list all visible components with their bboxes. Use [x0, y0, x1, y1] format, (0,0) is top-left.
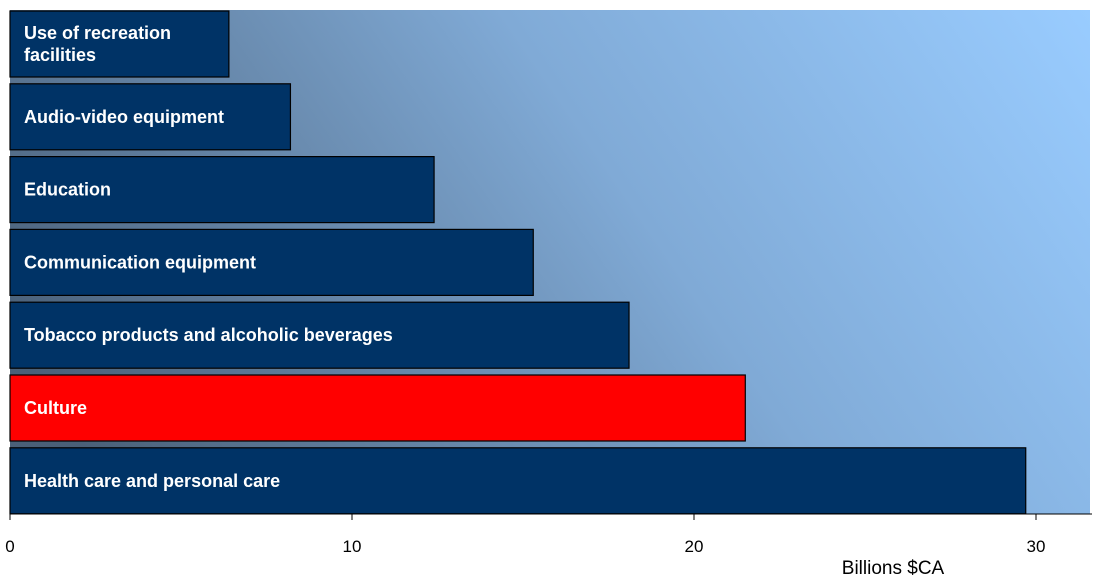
x-tick-label: 30	[1027, 537, 1046, 556]
bar-category-label: Education	[24, 180, 111, 200]
bar-group: Audio-video equipment	[9, 83, 292, 151]
bar	[9, 156, 435, 224]
bar-group: Tobacco products and alcoholic beverages	[9, 301, 630, 369]
bar	[9, 301, 630, 369]
x-tick-label: 0	[5, 537, 14, 556]
bar-highlight	[9, 374, 746, 442]
bar-category-label: Tobacco products and alcoholic beverages	[24, 325, 393, 345]
bar-category-label: Audio-video equipment	[24, 107, 224, 127]
bar-category-label: Communication equipment	[24, 252, 256, 272]
bar-group: Communication equipment	[9, 228, 534, 296]
bar-group: Use of recreation facilities	[9, 10, 230, 78]
bar	[9, 10, 230, 78]
bar	[9, 228, 534, 296]
bar-category-label: Health care and personal care	[24, 471, 280, 491]
bar-category-label: Use of recreation facilities	[24, 23, 171, 65]
x-tick-label: 10	[343, 537, 362, 556]
bar	[9, 83, 292, 151]
bar-category-label: Culture	[24, 398, 87, 418]
bar-group: Culture	[9, 374, 746, 442]
bar	[9, 447, 1027, 515]
bar-group: Health care and personal care	[9, 447, 1027, 515]
x-tick-label: 20	[685, 537, 704, 556]
bar-group: Education	[9, 156, 435, 224]
x-axis-title: Billions $CA	[842, 558, 945, 579]
